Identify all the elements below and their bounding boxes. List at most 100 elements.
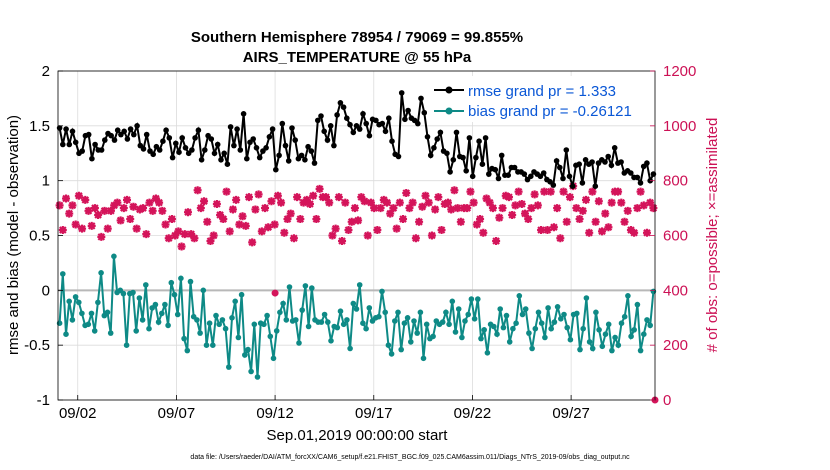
rmse-point bbox=[202, 147, 208, 153]
bias-point bbox=[146, 325, 152, 332]
obs-assimilated-point bbox=[366, 198, 375, 207]
rmse-point bbox=[608, 162, 615, 169]
obs-assimilated-point bbox=[302, 195, 311, 204]
bias-point bbox=[248, 368, 254, 375]
rmse-point bbox=[495, 175, 502, 182]
rmse-point bbox=[482, 135, 489, 141]
obs-assimilated-point bbox=[187, 230, 196, 239]
rmse-point bbox=[298, 152, 305, 159]
bias-point bbox=[417, 309, 424, 316]
rmse-point bbox=[366, 132, 373, 139]
obs-assimilated-point bbox=[219, 215, 228, 224]
bias-point bbox=[596, 327, 602, 333]
bias-point bbox=[637, 347, 644, 354]
bias-point bbox=[238, 291, 245, 298]
rmse-point bbox=[327, 123, 334, 129]
bias-point bbox=[420, 355, 427, 362]
obs-assimilated-point bbox=[305, 199, 314, 208]
rmse-point bbox=[560, 175, 566, 182]
rmse-point bbox=[240, 111, 247, 117]
bias-point bbox=[558, 316, 564, 322]
obs-assimilated-point bbox=[521, 209, 530, 218]
rmse-point bbox=[473, 154, 479, 161]
rmse-point bbox=[140, 146, 147, 152]
bias-point bbox=[91, 328, 98, 334]
obs-assimilated-point bbox=[363, 231, 372, 240]
obs-assimilated-point bbox=[244, 193, 253, 202]
bias-point bbox=[561, 311, 567, 318]
legend-marker-rmse bbox=[445, 86, 453, 94]
rmse-point bbox=[486, 171, 492, 177]
obs-assimilated-point bbox=[228, 205, 237, 214]
rmse-point bbox=[344, 115, 350, 121]
data-file-footnote: data file: /Users/raeder/DAI/ATM_forcXX/… bbox=[190, 454, 630, 461]
bias-point bbox=[123, 342, 130, 349]
bias-point bbox=[567, 336, 574, 343]
bias-point bbox=[88, 310, 95, 317]
rmse-point bbox=[466, 135, 473, 141]
bias-point bbox=[302, 283, 309, 289]
obs-assimilated-point bbox=[100, 206, 109, 215]
bias-point bbox=[356, 282, 363, 288]
bias-point bbox=[72, 294, 79, 300]
bias-point bbox=[580, 325, 586, 332]
obs-assimilated-point bbox=[424, 198, 433, 207]
bias-point bbox=[602, 331, 609, 338]
rmse-point bbox=[576, 161, 582, 167]
rmse-point bbox=[382, 128, 389, 135]
bias-point bbox=[414, 330, 421, 336]
y2-tick-label: 600 bbox=[663, 228, 688, 245]
obs-assimilated-point bbox=[280, 228, 289, 237]
bias-point bbox=[181, 335, 187, 342]
rmse-point bbox=[156, 147, 163, 153]
bias-point bbox=[325, 319, 331, 325]
bias-point bbox=[395, 309, 401, 316]
bias-point bbox=[328, 338, 334, 344]
rmse-point bbox=[285, 158, 292, 164]
rmse-point bbox=[444, 150, 450, 157]
bias-point bbox=[162, 301, 168, 308]
rmse-point bbox=[379, 120, 386, 127]
bias-point bbox=[152, 301, 159, 308]
obs-assimilated-point bbox=[392, 224, 401, 233]
obs-assimilated-point bbox=[565, 193, 574, 202]
bias-point bbox=[478, 335, 484, 342]
y2-axis-label: # of obs: o=possible; ×=assimilated bbox=[704, 118, 721, 353]
obs-assimilated-point bbox=[142, 230, 151, 239]
rmse-point bbox=[208, 136, 215, 142]
rmse-point bbox=[386, 115, 392, 121]
bias-point bbox=[178, 275, 184, 282]
obs-assimilated-point bbox=[450, 186, 459, 195]
rmse-point bbox=[398, 90, 405, 96]
obs-assimilated-point bbox=[463, 204, 472, 213]
obs-assimilated-point bbox=[594, 197, 603, 206]
rmse-point bbox=[644, 160, 650, 166]
bias-point bbox=[136, 295, 143, 301]
rmse-point bbox=[244, 155, 250, 162]
obs-assimilated-point bbox=[601, 209, 610, 218]
bias-point bbox=[439, 319, 446, 325]
bias-point bbox=[98, 270, 104, 276]
bias-point bbox=[612, 334, 618, 341]
obs-assimilated-point bbox=[620, 217, 629, 226]
y-tick-label: 1 bbox=[42, 173, 50, 190]
obs-assimilated-point bbox=[206, 236, 215, 245]
rmse-point bbox=[550, 182, 557, 188]
bias-point bbox=[641, 331, 647, 338]
obs-assimilated-point bbox=[87, 221, 96, 230]
obs-assimilated-point bbox=[517, 199, 526, 208]
rmse-point bbox=[234, 126, 240, 132]
y-tick-label: -0.5 bbox=[24, 337, 50, 354]
obs-assimilated-point bbox=[58, 226, 67, 235]
rmse-point bbox=[279, 120, 286, 127]
obs-assimilated-point bbox=[277, 198, 286, 207]
obs-assimilated-point bbox=[530, 190, 539, 199]
rmse-point bbox=[121, 128, 127, 135]
rmse-point bbox=[460, 154, 466, 161]
bias-point bbox=[468, 296, 475, 302]
obs-assimilated-point bbox=[370, 204, 379, 213]
bias-point bbox=[305, 323, 312, 330]
rmse-point bbox=[111, 137, 118, 143]
